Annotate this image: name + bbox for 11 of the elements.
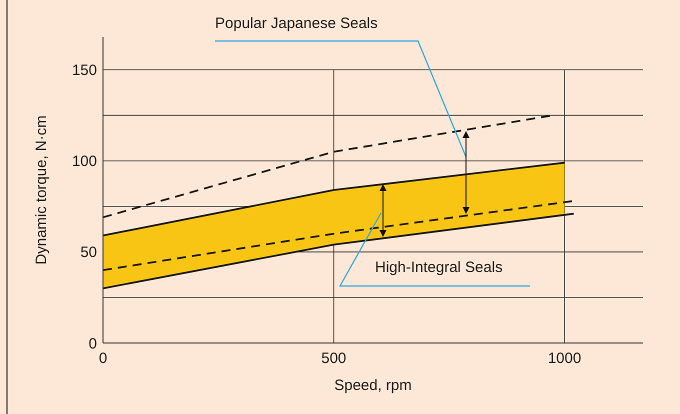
y-tick-label: 50 bbox=[80, 244, 97, 262]
annotation: High-Integral Seals bbox=[375, 259, 503, 276]
text: Popular Japanese Seals bbox=[215, 15, 378, 32]
x-tick-label: 1000 bbox=[548, 350, 582, 367]
y-tick-label: 0 bbox=[88, 335, 97, 352]
x-tick-label: 500 bbox=[321, 350, 346, 367]
y-tick-label: 150 bbox=[72, 62, 97, 80]
x-axis-title: Speed, rpm bbox=[334, 377, 412, 394]
y-axis-title: Dynamic torque, N·cm bbox=[33, 115, 50, 265]
x-tick-label: 0 bbox=[98, 350, 108, 367]
y-tick-label: 100 bbox=[72, 153, 97, 170]
